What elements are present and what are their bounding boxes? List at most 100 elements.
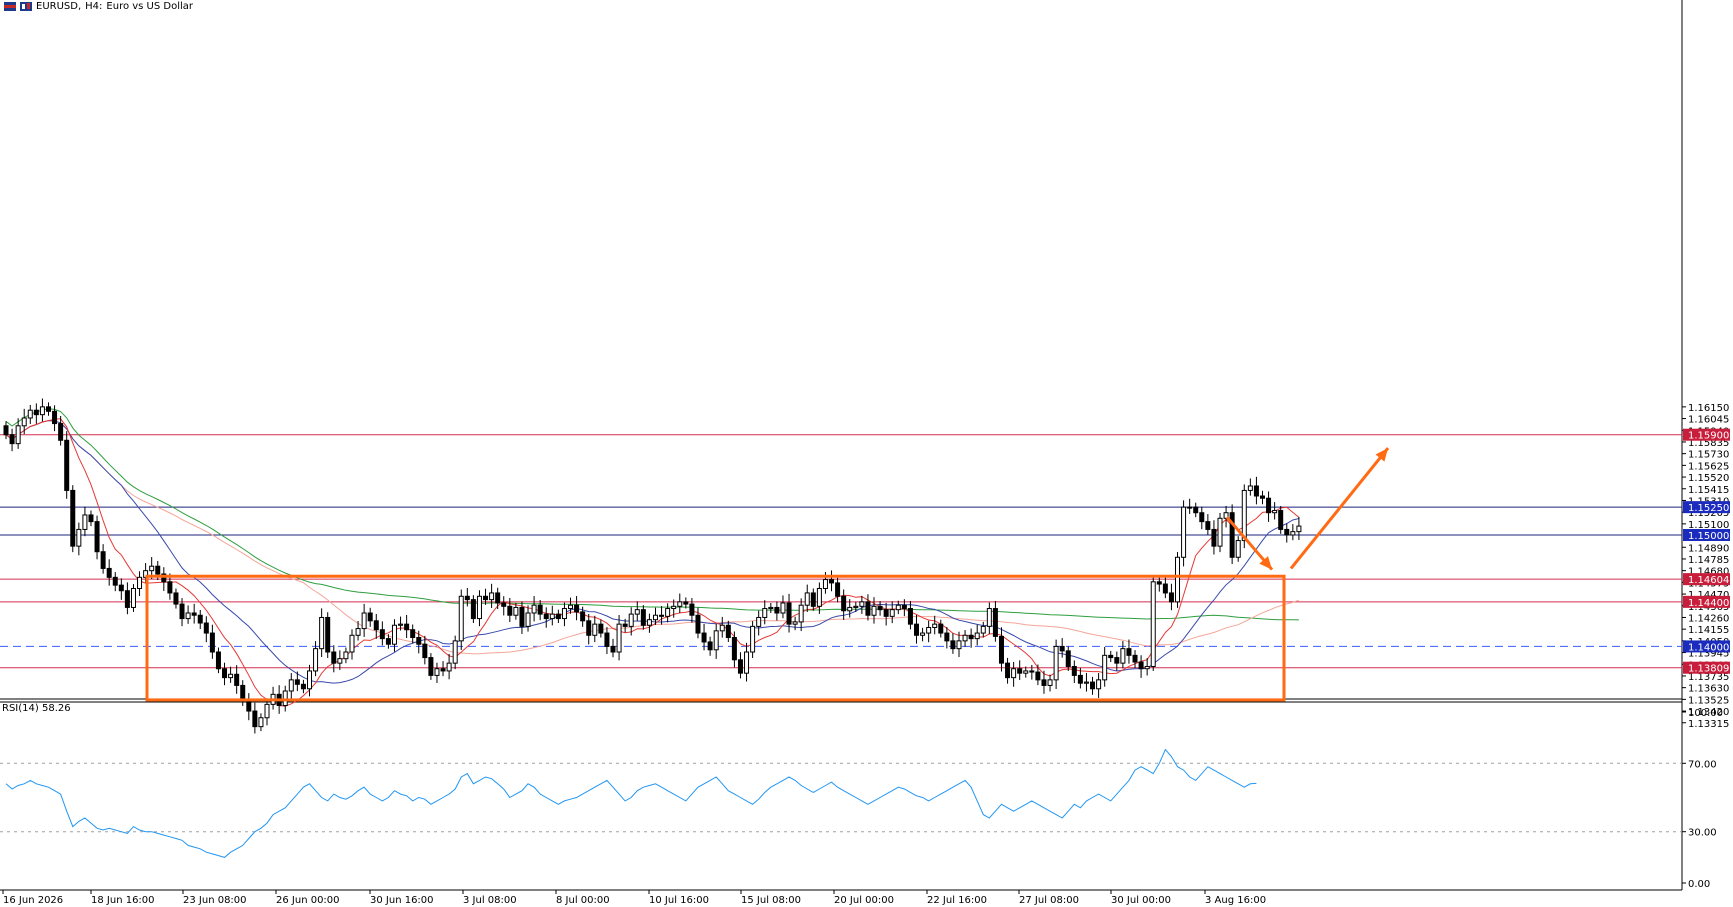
candle[interactable] [76,522,82,556]
candle[interactable] [464,587,470,607]
candle[interactable] [883,602,889,626]
candle[interactable] [434,662,440,683]
candle[interactable] [1108,650,1114,663]
candle[interactable] [1168,583,1174,611]
candle[interactable] [507,597,513,623]
candle[interactable] [1223,505,1229,528]
candle[interactable] [325,612,331,659]
candle[interactable] [689,598,695,623]
candle[interactable] [998,627,1004,672]
candle[interactable] [209,624,215,659]
candle[interactable] [1150,577,1156,671]
candle[interactable] [895,600,901,615]
candle[interactable] [1290,524,1296,541]
candle[interactable] [185,605,191,624]
candle[interactable] [1114,651,1120,671]
candle[interactable] [1247,478,1253,496]
candle[interactable] [1211,520,1217,555]
candle[interactable] [841,589,847,620]
candle[interactable] [483,588,489,605]
candle[interactable] [610,638,616,658]
candle[interactable] [659,606,665,625]
candle[interactable] [319,608,325,658]
candle[interactable] [1156,575,1162,592]
candle[interactable] [798,598,804,632]
candle[interactable] [404,615,410,639]
candle[interactable] [300,679,306,694]
candle[interactable] [731,631,737,668]
candle[interactable] [9,428,15,452]
candle[interactable] [1017,660,1023,680]
candle[interactable] [1162,576,1168,599]
candle[interactable] [422,635,428,665]
candle[interactable] [252,702,258,734]
candle[interactable] [816,582,822,614]
candle[interactable] [847,599,853,618]
candle[interactable] [871,597,877,624]
candle[interactable] [367,607,373,627]
candle[interactable] [1047,674,1053,692]
candle[interactable] [549,605,555,626]
candle[interactable] [331,645,337,673]
candle[interactable] [792,616,798,631]
candle[interactable] [458,589,464,650]
candle[interactable] [307,664,312,697]
candle[interactable] [264,698,270,726]
candle[interactable] [1035,664,1041,686]
candle[interactable] [744,642,750,682]
candle[interactable] [829,570,835,592]
candle[interactable] [470,595,476,624]
candle[interactable] [343,647,349,664]
candle[interactable] [980,621,986,638]
candle[interactable] [1132,650,1138,669]
candle[interactable] [58,415,64,446]
candle[interactable] [1023,666,1029,678]
candle[interactable] [1144,658,1150,676]
candle[interactable] [810,588,816,611]
candle[interactable] [1229,504,1235,565]
candle[interactable] [574,596,580,621]
candle[interactable] [246,693,252,721]
candle[interactable] [476,590,482,627]
candle[interactable] [1096,673,1102,698]
candle[interactable] [889,601,895,624]
candle[interactable] [525,605,531,632]
candle[interactable] [543,607,549,628]
candle[interactable] [1278,506,1284,534]
candle[interactable] [1175,552,1181,608]
candle[interactable] [416,630,422,654]
candle[interactable] [361,603,367,637]
candle[interactable] [1253,476,1259,505]
candle[interactable] [756,610,762,636]
candle[interactable] [373,614,379,639]
range-box[interactable] [145,574,1286,702]
candle[interactable] [914,615,919,644]
candle[interactable] [1181,500,1187,567]
candle[interactable] [1041,670,1047,694]
candle[interactable] [391,619,397,652]
candle[interactable] [88,510,94,527]
candle[interactable] [203,616,209,643]
candle[interactable] [1071,660,1077,683]
candle[interactable] [215,647,221,674]
candle[interactable] [774,601,780,621]
candle[interactable] [950,633,956,654]
candle[interactable] [124,582,130,615]
candle[interactable] [586,614,592,645]
candle[interactable] [52,405,58,432]
candle[interactable] [1284,523,1290,543]
candle[interactable] [446,654,452,680]
candle[interactable] [604,627,610,655]
candle[interactable] [932,615,938,635]
candle[interactable] [379,621,385,646]
candle[interactable] [713,624,719,659]
candle[interactable] [737,652,743,679]
candle[interactable] [1187,498,1193,514]
candle[interactable] [15,418,21,449]
candle[interactable] [568,597,574,614]
candle[interactable] [191,603,197,624]
candle[interactable] [161,567,167,591]
candle[interactable] [616,615,622,661]
candle[interactable] [598,619,604,638]
